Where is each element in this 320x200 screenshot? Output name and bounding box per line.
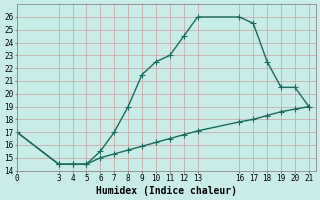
X-axis label: Humidex (Indice chaleur): Humidex (Indice chaleur) [96,186,237,196]
